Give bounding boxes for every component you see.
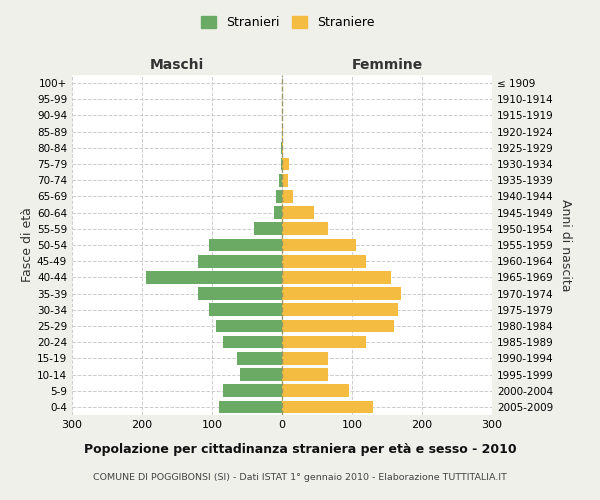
Legend: Stranieri, Straniere: Stranieri, Straniere: [196, 11, 380, 34]
Bar: [282, 336, 366, 348]
Bar: [282, 368, 328, 381]
Bar: [198, 288, 282, 300]
Bar: [282, 158, 289, 170]
Bar: [282, 400, 373, 413]
Bar: [282, 142, 283, 154]
Bar: [282, 352, 328, 364]
Bar: [277, 190, 282, 202]
Bar: [281, 142, 282, 154]
Bar: [282, 190, 293, 202]
Bar: [282, 288, 401, 300]
Bar: [282, 126, 283, 138]
Bar: [282, 384, 349, 397]
Y-axis label: Anni di nascita: Anni di nascita: [559, 198, 572, 291]
Bar: [223, 384, 282, 397]
Bar: [282, 174, 287, 186]
Text: COMUNE DI POGGIBONSI (SI) - Dati ISTAT 1° gennaio 2010 - Elaborazione TUTTITALIA: COMUNE DI POGGIBONSI (SI) - Dati ISTAT 1…: [93, 472, 507, 482]
Y-axis label: Fasce di età: Fasce di età: [21, 208, 34, 282]
Bar: [254, 222, 282, 235]
Bar: [278, 174, 282, 186]
Bar: [240, 368, 282, 381]
Bar: [281, 158, 282, 170]
Bar: [274, 206, 282, 219]
Bar: [146, 271, 282, 283]
Text: Maschi: Maschi: [150, 58, 204, 72]
Bar: [282, 206, 314, 219]
Bar: [209, 304, 282, 316]
Bar: [198, 255, 282, 268]
Text: Popolazione per cittadinanza straniera per età e sesso - 2010: Popolazione per cittadinanza straniera p…: [83, 442, 517, 456]
Bar: [282, 271, 391, 283]
Bar: [282, 222, 328, 235]
Bar: [209, 238, 282, 252]
Bar: [282, 304, 398, 316]
Bar: [282, 238, 355, 252]
Bar: [215, 320, 282, 332]
Bar: [282, 320, 394, 332]
Bar: [223, 336, 282, 348]
Text: Femmine: Femmine: [352, 58, 422, 72]
Bar: [219, 400, 282, 413]
Bar: [282, 255, 366, 268]
Bar: [236, 352, 282, 364]
